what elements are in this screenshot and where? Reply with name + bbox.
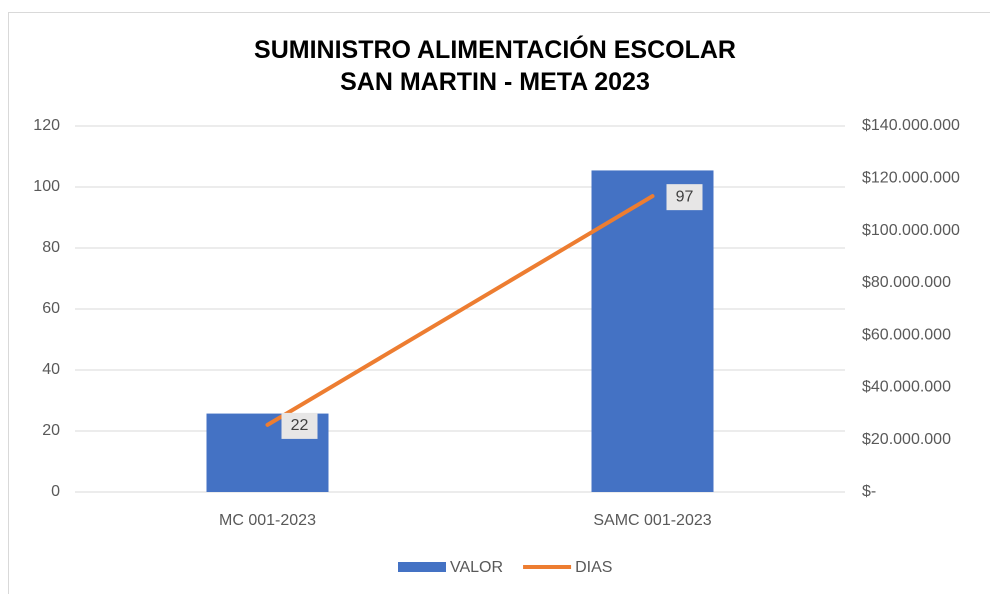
y-tick-label: 80 (42, 239, 60, 256)
y2-tick-label: $120.000.000 (862, 170, 960, 187)
y2-tick-label: $80.000.000 (862, 274, 951, 291)
y2-tick-label: $40.000.000 (862, 379, 951, 396)
y2-tick-label: $60.000.000 (862, 326, 951, 343)
chart-border (8, 12, 990, 594)
x-tick-label: SAMC 001-2023 (593, 512, 711, 529)
y-tick-label: 60 (42, 300, 60, 317)
y2-tick-label: $- (862, 483, 876, 500)
y-tick-label: 40 (42, 361, 60, 378)
legend-label: VALOR (450, 559, 503, 576)
x-tick-label: MC 001-2023 (219, 512, 316, 529)
y2-tick-label: $140.000.000 (862, 117, 960, 134)
y-tick-label: 120 (33, 117, 60, 134)
chart-title: SUMINISTRO ALIMENTACIÓN ESCOLAR SAN MART… (254, 36, 736, 96)
line (265, 194, 655, 427)
y2-tick-label: $20.000.000 (862, 431, 951, 448)
data-label: 97 (676, 188, 694, 205)
data-label: 22 (291, 417, 309, 434)
data-label-box (281, 412, 318, 439)
y-tick-label: 100 (33, 178, 60, 195)
legend-swatch (398, 562, 446, 572)
legend-label: DIAS (575, 559, 612, 576)
data-label-box (666, 184, 703, 211)
y-tick-label: 20 (42, 422, 60, 439)
bar (591, 170, 714, 492)
y-tick-label: 0 (51, 483, 60, 500)
y2-tick-label: $100.000.000 (862, 222, 960, 239)
